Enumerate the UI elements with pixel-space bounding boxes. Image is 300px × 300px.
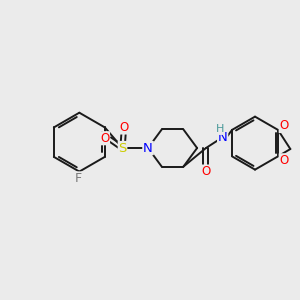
Text: N: N	[218, 131, 227, 144]
Text: O: O	[279, 154, 289, 167]
Text: S: S	[118, 142, 127, 154]
Text: F: F	[75, 172, 82, 185]
Text: O: O	[120, 121, 129, 134]
Text: N: N	[218, 131, 227, 144]
Text: N: N	[143, 142, 153, 154]
Text: O: O	[279, 119, 289, 133]
Text: N: N	[143, 142, 153, 154]
Text: O: O	[201, 165, 211, 178]
Text: O: O	[100, 132, 110, 145]
Text: H: H	[215, 124, 224, 134]
Text: H: H	[215, 124, 224, 134]
